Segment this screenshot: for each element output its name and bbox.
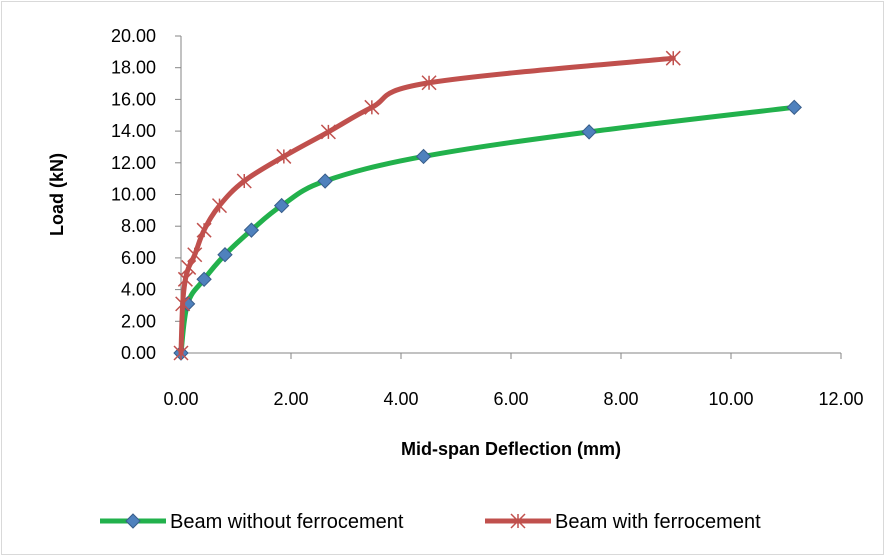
x-tick-label: 6.00 [493,389,528,409]
x-axis-ticks: 0.00 2.00 4.00 6.00 8.00 10.00 12.00 [163,353,864,409]
legend-item: Beam with ferrocement [485,511,761,533]
data-point [177,271,193,287]
x-tick-label: 0.00 [163,389,198,409]
data-point [211,198,228,214]
axes [180,36,841,354]
data-point [196,222,212,238]
y-tick-label: 12.00 [111,153,156,173]
y-axis-title: Load (kN) [47,153,67,236]
x-tick-label: 8.00 [603,389,638,409]
y-tick-label: 10.00 [111,185,156,205]
x-tick-label: 2.00 [273,389,308,409]
series-line [178,55,676,356]
legend-marker [125,513,141,529]
data-point [243,222,260,238]
data-point [665,50,681,66]
x-tick-label: 4.00 [383,389,418,409]
y-tick-label: 8.00 [121,216,156,236]
y-tick-label: 20.00 [111,26,156,46]
legend-label: Beam without ferrocement [170,511,404,533]
data-point [415,148,432,165]
legend-label: Beam with ferrocement [555,511,761,533]
data-point [276,148,292,164]
data-point [217,247,233,263]
data-point [786,99,802,116]
series-with-ferrocement [173,50,681,361]
y-axis-ticks: 0.00 2.00 4.00 6.00 8.00 10.00 12.00 14.00 16.00… [111,26,181,363]
data-point [421,75,437,91]
x-tick-label: 12.00 [818,389,863,409]
data-point [364,99,380,115]
series-without-ferrocement [173,99,802,361]
y-tick-label: 6.00 [121,248,156,268]
y-tick-label: 4.00 [121,280,156,300]
data-point [320,124,336,140]
data-point [273,197,290,214]
x-tick-label: 10.00 [708,389,753,409]
y-tick-label: 14.00 [111,121,156,141]
y-tick-label: 18.00 [111,58,156,78]
legend: Beam without ferrocement Beam with ferroc… [100,511,761,533]
y-tick-label: 16.00 [111,89,156,109]
data-point [173,345,189,361]
data-point [175,296,191,312]
legend-item: Beam without ferrocement [100,511,404,533]
data-point [181,259,197,275]
data-point [187,247,203,263]
y-tick-label: 2.00 [121,311,156,331]
legend-marker [510,513,526,529]
x-axis-title: Mid-span Deflection (mm) [401,439,621,459]
data-point [196,271,212,288]
y-tick-label: 0.00 [121,343,156,363]
series-line [178,104,797,356]
data-point [581,124,597,140]
data-point [317,173,333,189]
series-layer [173,50,802,361]
data-point [236,173,252,189]
